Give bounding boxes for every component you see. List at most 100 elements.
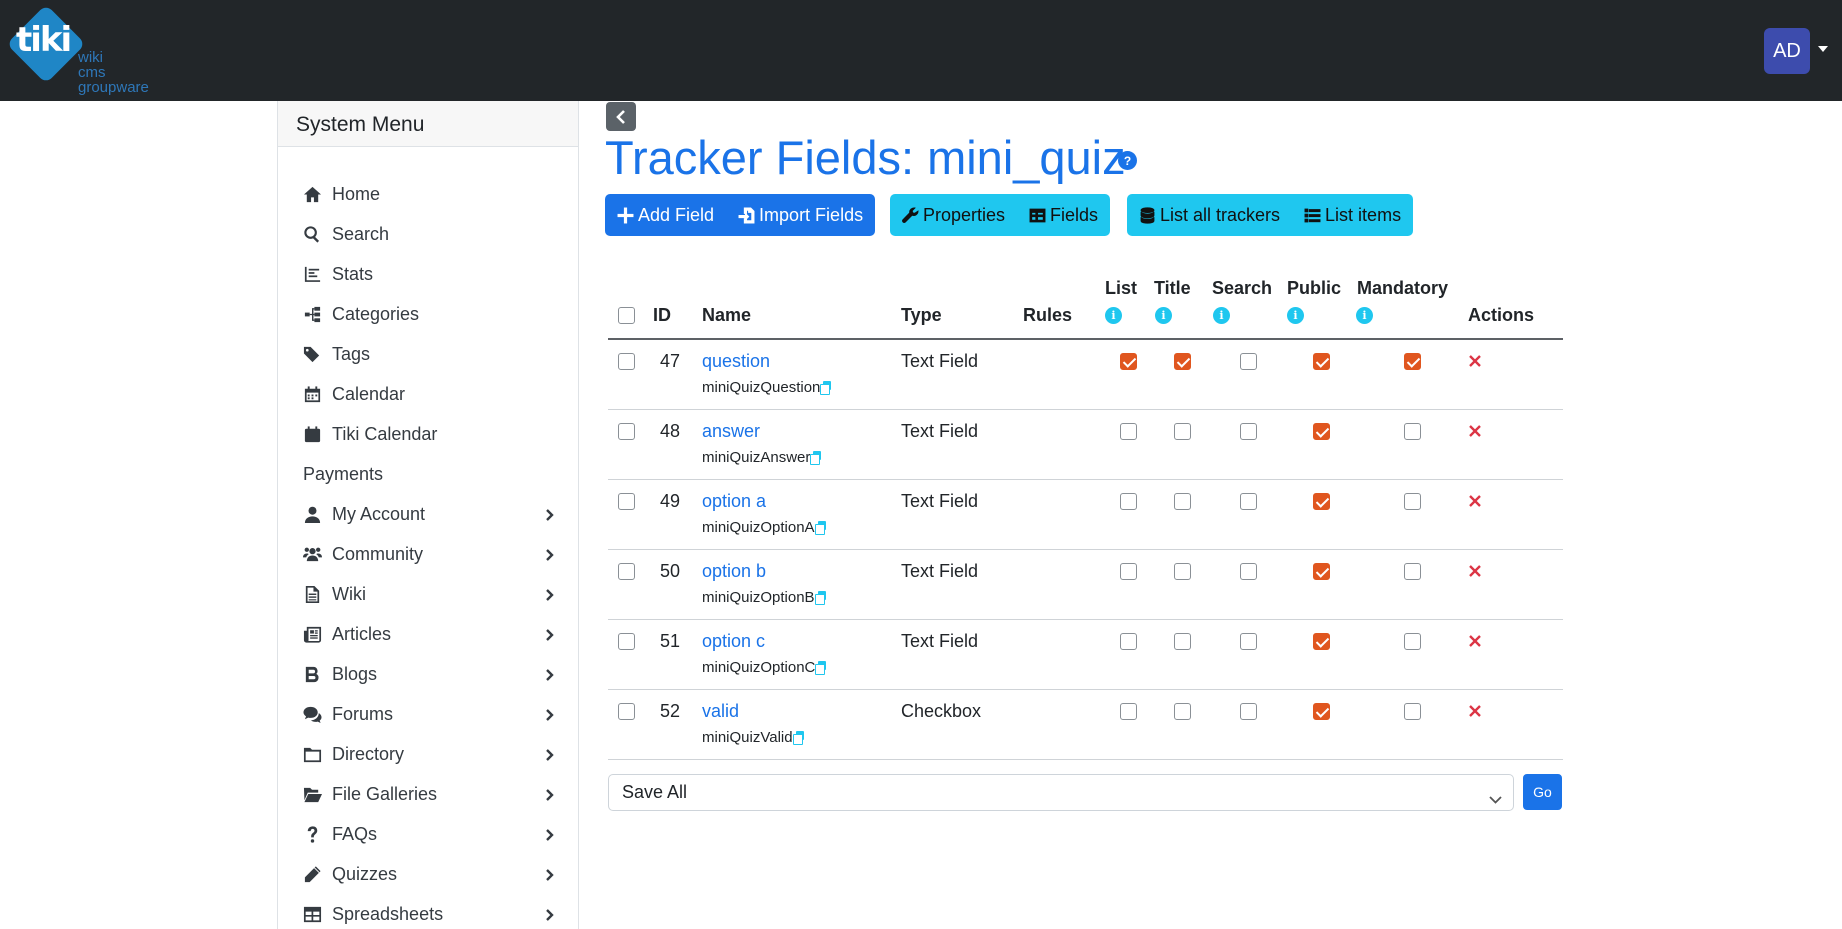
col-header-id[interactable]: ID — [653, 305, 671, 325]
sidebar-item-file-galleries[interactable]: File Galleries — [278, 774, 578, 814]
sidebar-item-home[interactable]: Home — [278, 174, 578, 214]
title-info-icon[interactable]: i — [1155, 307, 1172, 324]
row-select-checkbox[interactable] — [618, 563, 635, 580]
sidebar-item-label: Home — [332, 183, 381, 204]
public-toggle-checkbox[interactable] — [1313, 703, 1330, 720]
public-toggle-checkbox[interactable] — [1313, 353, 1330, 370]
sidebar-item-community[interactable]: Community — [278, 534, 578, 574]
user-menu-caret-icon[interactable] — [1818, 46, 1828, 52]
public-info-icon[interactable]: i — [1287, 307, 1304, 324]
field-name-link[interactable]: question — [702, 351, 771, 371]
sidebar-item-tiki-calendar[interactable]: Tiki Calendar — [278, 414, 578, 454]
delete-field-button[interactable] — [1468, 354, 1482, 368]
title-toggle-checkbox[interactable] — [1174, 353, 1191, 370]
row-select-checkbox[interactable] — [618, 703, 635, 720]
copy-icon[interactable] — [792, 731, 804, 745]
public-toggle-checkbox[interactable] — [1313, 633, 1330, 650]
user-avatar-button[interactable]: AD — [1764, 28, 1810, 74]
title-toggle-checkbox[interactable] — [1174, 493, 1191, 510]
public-toggle-checkbox[interactable] — [1313, 423, 1330, 440]
list-toggle-checkbox[interactable] — [1120, 703, 1137, 720]
list-items-button[interactable]: List items — [1292, 194, 1413, 236]
search-toggle-checkbox[interactable] — [1240, 493, 1257, 510]
mandatory-toggle-checkbox[interactable] — [1404, 633, 1421, 650]
mandatory-toggle-checkbox[interactable] — [1404, 563, 1421, 580]
sidebar-item-categories[interactable]: Categories — [278, 294, 578, 334]
import-fields-button[interactable]: Import Fields — [726, 194, 875, 236]
sidebar-item-faqs[interactable]: FAQs — [278, 814, 578, 854]
field-type: Checkbox — [901, 701, 982, 721]
sidebar-item-my-account[interactable]: My Account — [278, 494, 578, 534]
sidebar-item-quizzes[interactable]: Quizzes — [278, 854, 578, 894]
row-select-checkbox[interactable] — [618, 423, 635, 440]
copy-icon[interactable] — [814, 521, 826, 535]
sidebar-item-wiki[interactable]: Wiki — [278, 574, 578, 614]
mandatory-toggle-checkbox[interactable] — [1404, 353, 1421, 370]
mandatory-toggle-checkbox[interactable] — [1404, 493, 1421, 510]
sidebar-item-spreadsheets[interactable]: Spreadsheets — [278, 894, 578, 929]
field-name-link[interactable]: option c — [702, 631, 766, 651]
properties-button[interactable]: Properties — [890, 194, 1017, 236]
sidebar-item-forums[interactable]: Forums — [278, 694, 578, 734]
list-toggle-checkbox[interactable] — [1120, 563, 1137, 580]
field-name-link[interactable]: answer — [702, 421, 761, 441]
sidebar-item-tags[interactable]: Tags — [278, 334, 578, 374]
col-header-type[interactable]: Type — [901, 305, 942, 325]
search-toggle-checkbox[interactable] — [1240, 353, 1257, 370]
title-toggle-checkbox[interactable] — [1174, 423, 1191, 440]
title-toggle-checkbox[interactable] — [1174, 563, 1191, 580]
list-all-trackers-button[interactable]: List all trackers — [1127, 194, 1292, 236]
collapse-sidebar-button[interactable] — [606, 102, 636, 131]
fields-button[interactable]: Fields — [1017, 194, 1110, 236]
mandatory-toggle-checkbox[interactable] — [1404, 703, 1421, 720]
row-select-checkbox[interactable] — [618, 633, 635, 650]
select-all-checkbox[interactable] — [618, 307, 635, 324]
search-toggle-checkbox[interactable] — [1240, 703, 1257, 720]
delete-field-button[interactable] — [1468, 424, 1482, 438]
sidebar-item-articles[interactable]: Articles — [278, 614, 578, 654]
go-button[interactable]: Go — [1523, 774, 1562, 810]
field-name-link[interactable]: option b — [702, 561, 767, 581]
public-toggle-checkbox[interactable] — [1313, 493, 1330, 510]
bulk-action-select[interactable]: Save All — [608, 774, 1514, 811]
delete-field-button[interactable] — [1468, 494, 1482, 508]
table-row — [608, 480, 1563, 550]
search-toggle-checkbox[interactable] — [1240, 633, 1257, 650]
list-toggle-checkbox[interactable] — [1120, 493, 1137, 510]
title-toggle-checkbox[interactable] — [1174, 703, 1191, 720]
list-info-icon[interactable]: i — [1105, 307, 1122, 324]
tiki-logo[interactable]: tiki wiki cms groupware — [6, 4, 172, 96]
field-name-link[interactable]: option a — [702, 491, 767, 511]
public-toggle-checkbox[interactable] — [1313, 563, 1330, 580]
row-select-checkbox[interactable] — [618, 353, 635, 370]
title-toggle-checkbox[interactable] — [1174, 633, 1191, 650]
field-permname-text: miniQuizAnswer — [702, 449, 811, 466]
row-select-checkbox[interactable] — [618, 493, 635, 510]
sidebar-item-payments[interactable]: Payments — [278, 454, 578, 494]
list-toggle-checkbox[interactable] — [1120, 633, 1137, 650]
list-toggle-checkbox[interactable] — [1120, 353, 1137, 370]
sidebar-item-calendar[interactable]: Calendar — [278, 374, 578, 414]
copy-icon[interactable] — [810, 451, 822, 465]
copy-icon[interactable] — [820, 381, 832, 395]
add-field-button[interactable]: Add Field — [605, 194, 726, 236]
mandatory-toggle-checkbox[interactable] — [1404, 423, 1421, 440]
col-header-name[interactable]: Name — [702, 305, 752, 325]
search-toggle-checkbox[interactable] — [1240, 423, 1257, 440]
sidebar-item-directory[interactable]: Directory — [278, 734, 578, 774]
search-toggle-checkbox[interactable] — [1240, 563, 1257, 580]
sidebar-item-search[interactable]: Search — [278, 214, 578, 254]
sidebar-item-stats[interactable]: Stats — [278, 254, 578, 294]
search-info-icon[interactable]: i — [1213, 307, 1230, 324]
field-permname-text: miniQuizValid — [702, 729, 793, 746]
delete-field-button[interactable] — [1468, 564, 1482, 578]
mandatory-info-icon[interactable]: i — [1356, 307, 1373, 324]
copy-icon[interactable] — [814, 591, 826, 605]
delete-field-button[interactable] — [1468, 634, 1482, 648]
field-name-link[interactable]: valid — [702, 701, 740, 721]
list-toggle-checkbox[interactable] — [1120, 423, 1137, 440]
copy-icon[interactable] — [815, 661, 827, 675]
delete-field-button[interactable] — [1468, 704, 1482, 718]
sidebar-item-blogs[interactable]: Blogs — [278, 654, 578, 694]
help-icon[interactable]: ? — [1118, 151, 1137, 170]
